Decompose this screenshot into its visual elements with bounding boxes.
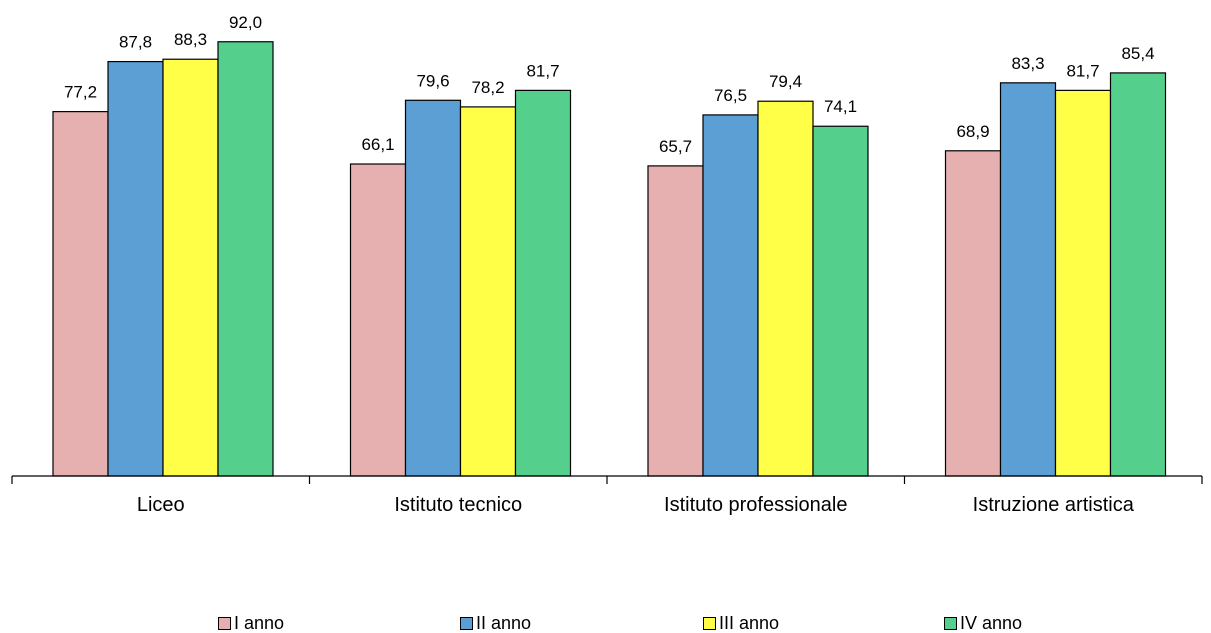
bar-liceo-iv-anno bbox=[217, 41, 274, 477]
bar-liceo-iii-anno bbox=[162, 58, 219, 477]
data-label-istituto-tecnico-iii-anno: 78,2 bbox=[471, 78, 504, 97]
legend-item-iv-anno: IV anno bbox=[944, 613, 1022, 633]
data-label-istruzione-artistica-i-anno: 68,9 bbox=[956, 122, 989, 141]
data-label-istituto-tecnico-i-anno: 66,1 bbox=[361, 135, 394, 154]
bar-istituto-professionale-ii-anno bbox=[702, 114, 759, 477]
category-label-liceo: Liceo bbox=[137, 494, 185, 516]
bar-istruzione-artistica-i-anno bbox=[944, 150, 1002, 477]
legend-item-ii-anno: II anno bbox=[460, 613, 531, 633]
bar-istituto-professionale-i-anno bbox=[647, 165, 704, 477]
legend-swatch-ii-anno bbox=[460, 616, 473, 630]
category-label-istruzione-artistica: Istruzione artistica bbox=[973, 494, 1135, 516]
data-label-istituto-professionale-iii-anno: 79,4 bbox=[769, 72, 802, 91]
data-label-istituto-professionale-iv-anno: 74,1 bbox=[824, 97, 857, 116]
legend-label-ii-anno: II anno bbox=[476, 613, 532, 633]
bar-liceo-ii-anno bbox=[107, 60, 164, 477]
data-label-istruzione-artistica-iii-anno: 81,7 bbox=[1066, 61, 1099, 80]
legend-swatch-iii-anno bbox=[703, 616, 716, 630]
data-label-istituto-professionale-ii-anno: 76,5 bbox=[714, 86, 747, 105]
bar-istruzione-artistica-iii-anno bbox=[1054, 89, 1112, 477]
data-label-liceo-iii-anno: 88,3 bbox=[174, 30, 207, 49]
legend-swatch-i-anno bbox=[218, 616, 231, 630]
data-label-istituto-tecnico-iv-anno: 81,7 bbox=[526, 61, 559, 80]
bar-istituto-tecnico-ii-anno bbox=[404, 99, 462, 477]
legend-item-iii-anno: III anno bbox=[703, 613, 779, 633]
bar-istruzione-artistica-iv-anno bbox=[1109, 72, 1167, 477]
category-label-istituto-professionale: Istituto professionale bbox=[664, 494, 847, 516]
bar-istituto-tecnico-iv-anno bbox=[514, 89, 572, 477]
data-label-liceo-i-anno: 77,2 bbox=[64, 83, 97, 102]
legend-swatch-iv-anno bbox=[944, 616, 957, 630]
bar-istituto-professionale-iii-anno bbox=[757, 100, 814, 477]
category-label-istituto-tecnico: Istituto tecnico bbox=[394, 494, 522, 516]
bar-istituto-tecnico-i-anno bbox=[349, 163, 407, 477]
bar-istituto-tecnico-iii-anno bbox=[459, 106, 517, 477]
legend-label-iii-anno: III anno bbox=[719, 613, 780, 633]
data-label-liceo-iv-anno: 92,0 bbox=[229, 13, 262, 32]
chart-legend: I anno II anno III anno IV anno bbox=[0, 608, 1211, 633]
data-label-istituto-professionale-i-anno: 65,7 bbox=[659, 137, 692, 156]
bar-liceo-i-anno bbox=[52, 111, 109, 477]
data-label-istruzione-artistica-iv-anno: 85,4 bbox=[1121, 44, 1154, 63]
legend-label-i-anno: I anno bbox=[234, 613, 285, 633]
legend-label-iv-anno: IV anno bbox=[960, 613, 1023, 633]
data-label-istruzione-artistica-ii-anno: 83,3 bbox=[1011, 54, 1044, 73]
bar-istruzione-artistica-ii-anno bbox=[999, 82, 1057, 477]
bar-istituto-professionale-iv-anno bbox=[812, 125, 869, 477]
legend-item-i-anno: I anno bbox=[218, 613, 284, 633]
data-label-liceo-ii-anno: 87,8 bbox=[119, 33, 152, 52]
data-label-istituto-tecnico-ii-anno: 79,6 bbox=[416, 71, 449, 90]
bar-chart: 77,2 87,8 88,3 92,0 Liceo 66,1 79,6 78,2 81,7 Ist… bbox=[11, 13, 1203, 516]
